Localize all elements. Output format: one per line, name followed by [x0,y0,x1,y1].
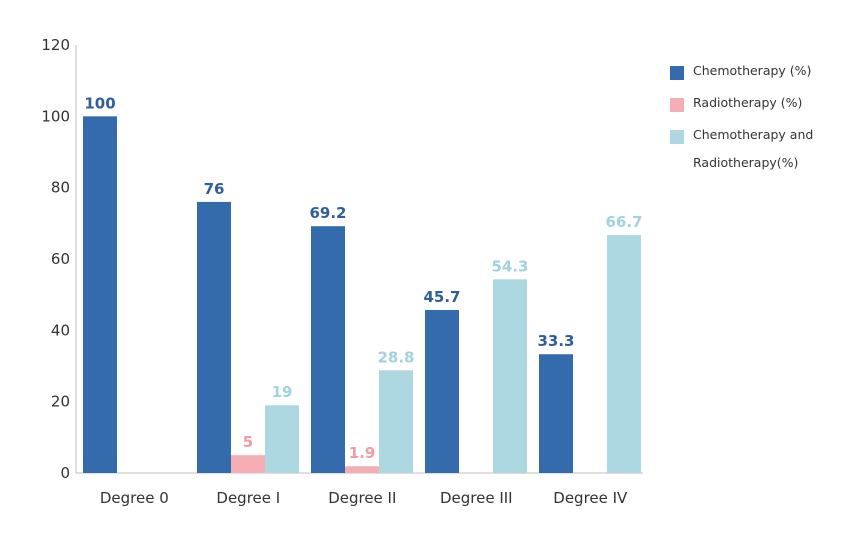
bar [379,370,413,473]
legend-swatch-chemotherapy [670,66,684,80]
legend-item-combined: Chemotherapy and Radiotherapy(%) [670,127,838,177]
bar [83,116,117,473]
data-label: 19 [272,383,293,401]
bar [345,466,379,473]
x-tick-label: Degree IV [553,489,628,507]
legend-swatch-combined [670,130,684,144]
bar [607,235,641,473]
legend-label-combined: Chemotherapy and Radiotherapy(%) [693,127,814,170]
bar [425,310,459,473]
y-tick-label: 40 [51,321,70,339]
data-label: 69.2 [309,204,346,222]
bar [265,405,299,473]
x-tick-label: Degree I [216,489,280,507]
bar [197,201,231,473]
bars [83,116,641,473]
legend-item-chemotherapy: Chemotherapy (%) [670,63,838,85]
axes: 0 20 40 60 80 100 120 Degree 0 Degree I Degree II… [41,36,643,507]
data-label: 5 [243,433,253,451]
bar [231,455,265,473]
legend-label-chemotherapy: Chemotherapy (%) [693,63,812,78]
data-label: 45.7 [423,288,460,306]
data-label: 1.9 [349,444,376,462]
bar [493,279,527,473]
y-tick-label: 80 [51,179,70,197]
bar [311,226,345,473]
x-tick-label: Degree II [328,489,396,507]
data-label: 54.3 [491,257,528,275]
data-label: 28.8 [377,348,414,366]
data-label: 100 [84,94,115,112]
legend: Chemotherapy (%) Radiotherapy (%) Chemot… [670,63,838,188]
data-label: 66.7 [605,213,642,231]
legend-swatch-radiotherapy [670,98,684,112]
data-labels: 100 76 69.2 45.7 33.3 5 1.9 19 28.8 54.3 66.7 [84,94,642,462]
data-label: 33.3 [537,332,574,350]
y-tick-label: 0 [60,464,70,482]
legend-label-radiotherapy: Radiotherapy (%) [693,95,803,110]
y-tick-label: 100 [41,107,70,125]
x-tick-label: Degree III [440,489,513,507]
y-tick-label: 20 [51,393,70,411]
y-tick-label: 60 [51,250,70,268]
y-tick-label: 120 [41,36,70,54]
bar [539,354,573,473]
legend-item-radiotherapy: Radiotherapy (%) [670,95,838,117]
x-tick-label: Degree 0 [100,489,169,507]
data-label: 76 [204,180,225,198]
